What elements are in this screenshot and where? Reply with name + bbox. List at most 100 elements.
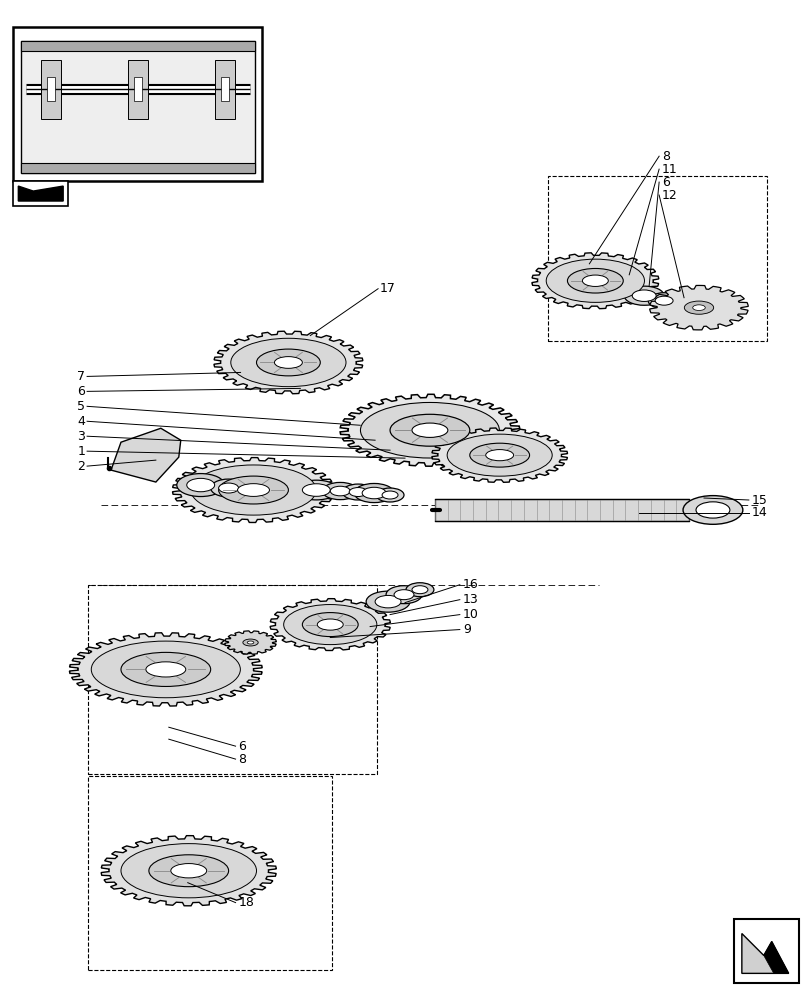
Ellipse shape <box>191 465 315 515</box>
Text: 15: 15 <box>751 493 766 506</box>
Ellipse shape <box>470 443 529 467</box>
Bar <box>134 77 142 101</box>
Ellipse shape <box>354 483 393 503</box>
Ellipse shape <box>485 450 513 461</box>
Polygon shape <box>70 633 262 706</box>
Ellipse shape <box>624 286 663 305</box>
Ellipse shape <box>349 488 367 497</box>
Text: 14: 14 <box>751 506 766 519</box>
Text: 17: 17 <box>380 282 396 295</box>
Ellipse shape <box>234 483 263 498</box>
Bar <box>88 585 376 774</box>
Ellipse shape <box>682 496 742 524</box>
Bar <box>13 181 68 206</box>
Ellipse shape <box>294 480 338 500</box>
Bar <box>547 176 766 341</box>
Ellipse shape <box>647 293 680 309</box>
Text: 9: 9 <box>462 623 470 636</box>
Ellipse shape <box>411 423 448 437</box>
Ellipse shape <box>238 484 269 496</box>
Text: 12: 12 <box>661 189 677 202</box>
Text: 8: 8 <box>661 150 669 163</box>
Ellipse shape <box>239 486 257 495</box>
Polygon shape <box>763 941 787 973</box>
Ellipse shape <box>247 641 254 644</box>
FancyBboxPatch shape <box>21 41 254 173</box>
Ellipse shape <box>148 855 229 887</box>
Bar <box>214 60 234 119</box>
Text: 8: 8 <box>238 753 247 766</box>
Ellipse shape <box>654 296 672 305</box>
Ellipse shape <box>256 349 320 376</box>
Text: 16: 16 <box>462 578 478 591</box>
Ellipse shape <box>317 619 343 630</box>
Polygon shape <box>19 186 63 201</box>
Ellipse shape <box>695 502 729 518</box>
Polygon shape <box>431 428 567 482</box>
Ellipse shape <box>385 586 422 604</box>
Polygon shape <box>225 631 276 654</box>
Ellipse shape <box>366 591 410 612</box>
Ellipse shape <box>274 357 302 368</box>
Polygon shape <box>531 253 658 309</box>
Text: 18: 18 <box>238 896 254 909</box>
Text: 10: 10 <box>462 608 478 621</box>
Ellipse shape <box>242 639 258 646</box>
Polygon shape <box>435 499 689 521</box>
Bar <box>13 27 262 181</box>
Ellipse shape <box>230 338 345 387</box>
Ellipse shape <box>684 301 713 314</box>
Ellipse shape <box>546 259 644 302</box>
Polygon shape <box>270 599 390 650</box>
Ellipse shape <box>121 844 256 898</box>
Polygon shape <box>214 331 363 394</box>
Ellipse shape <box>362 487 385 499</box>
Text: 13: 13 <box>462 593 478 606</box>
Text: 11: 11 <box>661 163 677 176</box>
Ellipse shape <box>567 268 623 293</box>
Ellipse shape <box>283 605 376 645</box>
Bar <box>41 60 61 119</box>
Ellipse shape <box>210 479 247 497</box>
Ellipse shape <box>411 586 427 594</box>
Ellipse shape <box>692 305 705 310</box>
Ellipse shape <box>322 482 358 500</box>
Polygon shape <box>101 836 276 906</box>
Text: 2: 2 <box>77 460 85 473</box>
Ellipse shape <box>330 486 350 496</box>
Bar <box>47 77 55 101</box>
Polygon shape <box>340 394 519 466</box>
Bar <box>21 163 254 173</box>
Ellipse shape <box>302 613 358 637</box>
Ellipse shape <box>341 484 374 500</box>
Ellipse shape <box>91 641 240 698</box>
Text: 3: 3 <box>77 430 85 443</box>
Text: 1: 1 <box>77 445 85 458</box>
Ellipse shape <box>121 652 210 686</box>
Ellipse shape <box>146 662 186 677</box>
Bar <box>221 77 229 101</box>
Bar <box>128 60 148 119</box>
Polygon shape <box>172 458 334 522</box>
Ellipse shape <box>382 491 397 499</box>
Ellipse shape <box>170 864 207 878</box>
Polygon shape <box>649 285 748 330</box>
Ellipse shape <box>406 583 433 597</box>
Ellipse shape <box>375 488 404 502</box>
Ellipse shape <box>218 476 288 504</box>
Bar <box>21 41 254 51</box>
Polygon shape <box>741 934 787 973</box>
Ellipse shape <box>447 434 551 476</box>
Ellipse shape <box>302 484 330 496</box>
Text: 6: 6 <box>661 176 669 189</box>
Text: 7: 7 <box>77 370 85 383</box>
Ellipse shape <box>375 595 401 608</box>
Text: 6: 6 <box>77 385 85 398</box>
Bar <box>733 919 798 983</box>
Text: 6: 6 <box>238 740 247 753</box>
Text: 5: 5 <box>77 400 85 413</box>
Bar <box>88 776 332 970</box>
Ellipse shape <box>389 414 470 446</box>
Ellipse shape <box>177 474 225 497</box>
Ellipse shape <box>360 402 499 458</box>
